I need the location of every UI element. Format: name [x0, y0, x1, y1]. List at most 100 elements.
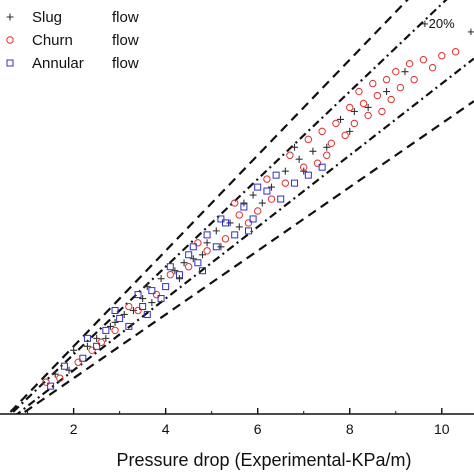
data-point	[249, 191, 257, 199]
legend-marker	[6, 36, 14, 44]
data-point	[189, 255, 197, 263]
data-point	[198, 251, 206, 259]
data-point	[125, 302, 133, 311]
data-point	[83, 334, 91, 342]
data-point	[93, 334, 101, 342]
data-point	[300, 167, 308, 175]
data-point	[263, 187, 271, 195]
data-point	[221, 235, 230, 243]
data-point	[369, 79, 377, 88]
data-point	[346, 103, 354, 112]
data-point	[281, 179, 290, 187]
data-point	[364, 103, 372, 111]
data-point	[350, 119, 359, 128]
data-point	[203, 247, 211, 255]
data-point	[309, 147, 317, 155]
legend-label: flow	[112, 9, 139, 26]
data-point	[162, 283, 170, 291]
legend-marker	[6, 59, 14, 67]
x-tick-label: 8	[346, 421, 354, 437]
data-point	[254, 183, 262, 191]
data-point	[189, 243, 197, 251]
data-points	[42, 48, 460, 390]
data-point	[318, 127, 326, 136]
data-point	[185, 251, 193, 259]
data-point	[148, 299, 156, 307]
data-point	[166, 270, 174, 279]
data-point	[203, 231, 211, 239]
legend: Slug flow Churn flow Annular flow	[6, 9, 139, 72]
legend-entry: Slug flow	[6, 9, 139, 26]
data-point	[401, 68, 409, 76]
data-point	[346, 127, 354, 135]
data-point	[143, 310, 151, 318]
data-point	[42, 378, 50, 386]
data-point	[350, 107, 358, 115]
reference-line-4	[19, 100, 474, 414]
data-point	[281, 167, 289, 175]
data-point	[373, 91, 382, 100]
data-point	[157, 295, 165, 303]
reference-line-3	[15, 57, 474, 414]
data-point	[166, 263, 174, 271]
data-point	[212, 227, 220, 235]
data-point	[143, 283, 151, 291]
data-point	[221, 219, 229, 227]
data-point	[226, 219, 234, 227]
data-point	[230, 199, 239, 207]
data-point	[392, 67, 400, 76]
data-point	[148, 287, 156, 295]
data-point	[254, 207, 262, 215]
data-point	[79, 354, 87, 362]
series-plus	[51, 68, 409, 378]
x-tick-label: 4	[162, 421, 170, 437]
data-point	[341, 131, 349, 140]
data-point	[263, 175, 271, 183]
data-point	[180, 259, 188, 267]
data-point	[111, 318, 119, 326]
data-point	[88, 346, 96, 355]
x-tick-label: 2	[70, 421, 78, 437]
data-point	[438, 52, 446, 60]
data-point	[102, 326, 110, 334]
legend-label: Churn	[32, 32, 73, 49]
data-point	[364, 111, 372, 120]
data-point	[152, 290, 161, 299]
legend-label: flow	[112, 55, 139, 72]
data-point	[203, 239, 211, 247]
data-point	[47, 382, 55, 390]
data-point	[111, 326, 119, 335]
x-tick-label: 10	[434, 421, 450, 437]
data-point	[65, 366, 73, 374]
data-point	[291, 179, 299, 187]
data-point	[235, 223, 243, 231]
data-point	[139, 303, 147, 311]
data-point	[323, 151, 331, 159]
data-point	[171, 267, 179, 275]
data-point	[240, 203, 248, 211]
legend-marker	[6, 13, 14, 21]
data-point	[291, 143, 299, 151]
data-point	[139, 295, 147, 303]
data-point	[134, 291, 142, 299]
data-point	[125, 322, 133, 330]
data-point	[111, 307, 119, 314]
data-point	[212, 243, 220, 251]
data-point	[245, 227, 253, 235]
data-point	[83, 342, 91, 350]
data-point	[295, 155, 303, 163]
data-point	[396, 83, 405, 92]
legend-label: Annular	[32, 55, 84, 72]
reference-line-2	[9, 0, 448, 414]
data-point	[194, 259, 202, 267]
x-axis-ticks: 2 4 6 8 10	[27, 408, 450, 437]
data-point	[106, 322, 114, 330]
legend-label: Slug	[32, 9, 62, 26]
data-point	[240, 199, 248, 207]
data-point	[198, 267, 206, 275]
data-point	[318, 163, 326, 171]
data-point	[134, 306, 142, 315]
data-point	[60, 362, 68, 370]
